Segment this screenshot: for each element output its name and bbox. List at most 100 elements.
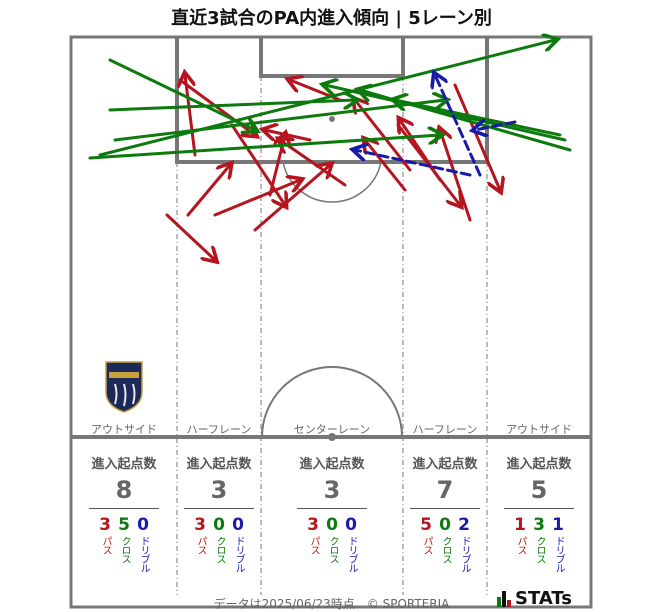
lane-stat-rule-1	[184, 508, 254, 509]
lane-2-dribble: 0 ドリブル	[342, 514, 361, 572]
pass-arrow-8	[253, 165, 330, 232]
lane-breakdown-4: 1 パス 3 クロス 1 ドリブル	[499, 514, 579, 572]
goal-area	[259, 37, 405, 78]
lane-3-cross-count: 0	[439, 515, 451, 535]
dribble-arrow-2	[475, 122, 517, 130]
chart-title: 直近3試合のPA内進入傾向 | 5レーン別	[171, 8, 492, 29]
lane-0-pass: 3 パス	[96, 514, 115, 572]
cross-arrow-3	[98, 40, 555, 157]
lane-1-dribble-label: ドリブル	[233, 536, 244, 572]
lane-2-cross: 0 クロス	[323, 514, 342, 572]
brand-name: STATs	[515, 588, 572, 609]
lane-3-dribble-label: ドリブル	[459, 536, 470, 572]
cross-arrow-0	[108, 58, 255, 130]
lane-label-2: センターレーン	[293, 423, 371, 436]
lane-0-pass-label: パス	[100, 536, 111, 554]
lane-total-3: 7	[436, 476, 454, 504]
lane-stat-heading-3: 進入起点数	[412, 457, 478, 472]
lane-2-cross-label: クロス	[327, 536, 338, 563]
lane-total-1: 3	[210, 476, 228, 504]
lane-0-cross-count: 5	[118, 515, 130, 535]
pass-arrow-12	[365, 140, 407, 192]
lane-stat-heading-2: 進入起点数	[299, 457, 365, 472]
cross-arrow-1	[108, 100, 355, 112]
lane-stat-rule-0	[89, 508, 159, 509]
center-circle	[261, 366, 403, 438]
pass-arrow-0	[186, 165, 230, 217]
lane-breakdown-2: 3 パス 0 クロス 0 ドリブル	[292, 514, 372, 572]
pass-arrow-14	[440, 130, 472, 222]
pass-arrow-11	[355, 100, 412, 172]
lane-4-cross: 3 クロス	[530, 514, 549, 572]
penalty-spot	[329, 116, 335, 122]
lane-label-4: アウトサイド	[506, 423, 572, 436]
lane-2-pass-label: パス	[308, 536, 319, 554]
lane-1-pass-count: 3	[194, 515, 206, 535]
lane-total-2: 3	[323, 476, 341, 504]
pass-arrow-3	[185, 75, 197, 157]
lane-4-cross-count: 3	[533, 515, 545, 535]
lane-3-dribble-count: 2	[458, 515, 470, 535]
lane-0-dribble-label: ドリブル	[138, 536, 149, 572]
lane-stat-heading-4: 進入起点数	[506, 457, 572, 472]
lane-1-cross: 0 クロス	[210, 514, 229, 572]
lane-4-pass: 1 パス	[511, 514, 530, 572]
lane-total-4: 5	[530, 476, 548, 504]
dribble-arrow-0	[355, 150, 472, 177]
cross-arrow-2	[88, 135, 440, 160]
pass-arrow-1	[213, 180, 300, 217]
lane-total-0: 8	[115, 476, 133, 504]
arrow-layer	[88, 40, 572, 260]
lane-label-1: ハーフレーン	[186, 423, 252, 436]
lane-4-cross-label: クロス	[534, 536, 545, 563]
pass-arrow-7	[265, 130, 312, 142]
lane-1-pass: 3 パス	[191, 514, 210, 572]
dribble-arrow-1	[435, 75, 482, 177]
lane-3-cross-label: クロス	[440, 536, 451, 563]
lane-0-cross: 5 クロス	[115, 514, 134, 572]
club-emblem-icon	[105, 361, 143, 413]
lane-stat-heading-0: 進入起点数	[91, 457, 157, 472]
lane-4-dribble-label: ドリブル	[553, 536, 564, 572]
pass-arrow-10	[280, 140, 347, 187]
lane-label-0: アウトサイド	[91, 423, 157, 436]
lane-breakdown-0: 3 パス 5 クロス 0 ドリブル	[84, 514, 164, 572]
brand-logo: STATs	[497, 588, 572, 609]
lane-breakdown-3: 5 パス 0 クロス 2 ドリブル	[405, 514, 485, 572]
pass-arrow-5	[165, 213, 215, 260]
lane-1-dribble-count: 0	[232, 515, 244, 535]
lane-2-pass-count: 3	[307, 515, 319, 535]
brand-mark-icon	[497, 590, 511, 607]
cross-arrow-7	[395, 100, 562, 137]
lane-2-dribble-count: 0	[345, 515, 357, 535]
lane-3-pass: 5 パス	[417, 514, 436, 572]
lane-0-dribble: 0 ドリブル	[134, 514, 153, 572]
lane-4-dribble-count: 1	[552, 515, 564, 535]
lane-stat-rule-4	[504, 508, 574, 509]
lane-4-pass-count: 1	[514, 515, 526, 535]
lane-1-dribble: 0 ドリブル	[229, 514, 248, 572]
lane-2-pass: 3 パス	[304, 514, 323, 572]
pitch-boundary	[69, 35, 593, 609]
lane-0-cross-label: クロス	[119, 536, 130, 563]
lane-breakdown-1: 3 パス 0 クロス 0 ドリブル	[179, 514, 259, 572]
lane-3-pass-label: パス	[421, 536, 432, 554]
lane-2-cross-count: 0	[326, 515, 338, 535]
lane-1-pass-label: パス	[195, 536, 206, 554]
lane-1-cross-label: クロス	[214, 536, 225, 563]
lane-stat-rule-2	[297, 508, 367, 509]
lane-stat-rule-3	[410, 508, 480, 509]
lane-3-dribble: 2 ドリブル	[455, 514, 474, 572]
lane-3-cross: 0 クロス	[436, 514, 455, 572]
lane-0-dribble-count: 0	[137, 515, 149, 535]
footer-note: データは2025/06/23時点 © SPORTERIA	[213, 597, 450, 611]
lane-0-pass-count: 3	[99, 515, 111, 535]
lane-4-pass-label: パス	[515, 536, 526, 554]
cross-arrow-5	[325, 85, 567, 142]
lane-stat-heading-1: 進入起点数	[186, 457, 252, 472]
center-spot	[328, 433, 336, 441]
lane-4-dribble: 1 ドリブル	[549, 514, 568, 572]
lane-1-cross-count: 0	[213, 515, 225, 535]
lane-2-dribble-label: ドリブル	[346, 536, 357, 572]
